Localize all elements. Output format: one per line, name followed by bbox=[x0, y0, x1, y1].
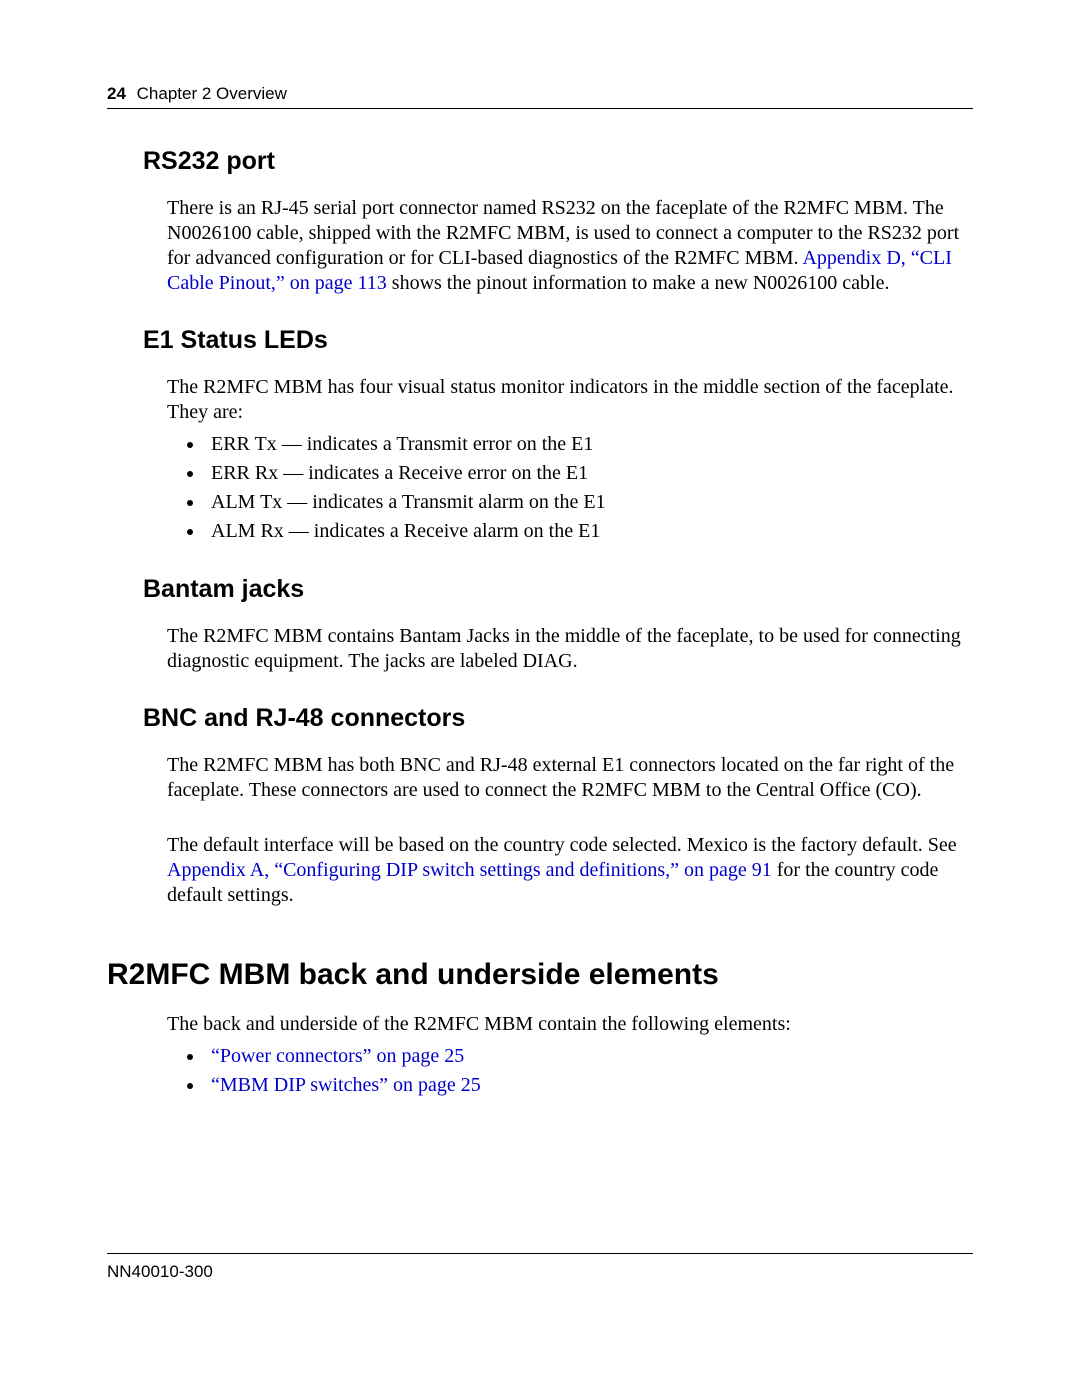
list-item: ALM Rx — indicates a Receive alarm on th… bbox=[205, 518, 973, 545]
list-item: ERR Tx — indicates a Transmit error on t… bbox=[205, 431, 973, 458]
list-item: “MBM DIP switches” on page 25 bbox=[205, 1072, 973, 1099]
chapter-label: Chapter 2 Overview bbox=[137, 84, 287, 103]
paragraph-back-intro: The back and underside of the R2MFC MBM … bbox=[167, 1012, 973, 1037]
text-rs232-b: shows the pinout information to make a n… bbox=[387, 272, 890, 294]
link-appendix-a[interactable]: Appendix A, “Configuring DIP switch sett… bbox=[167, 859, 772, 881]
page-number: 24 bbox=[107, 84, 126, 103]
page-footer: NN40010-300 bbox=[107, 1253, 973, 1282]
heading-e1-status-leds: E1 Status LEDs bbox=[143, 326, 973, 355]
running-header: 24 Chapter 2 Overview bbox=[107, 84, 287, 103]
list-back-links: “Power connectors” on page 25 “MBM DIP s… bbox=[167, 1043, 973, 1099]
heading-back-underside: R2MFC MBM back and underside elements bbox=[107, 958, 973, 992]
heading-bnc-rj48: BNC and RJ-48 connectors bbox=[143, 704, 973, 733]
heading-rs232-port: RS232 port bbox=[143, 147, 973, 176]
document-id: NN40010-300 bbox=[107, 1262, 213, 1281]
paragraph-rs232: There is an RJ-45 serial port connector … bbox=[167, 196, 973, 296]
list-item: ERR Rx — indicates a Receive error on th… bbox=[205, 460, 973, 487]
list-item: “Power connectors” on page 25 bbox=[205, 1043, 973, 1070]
link-mbm-dip-switches[interactable]: “MBM DIP switches” on page 25 bbox=[211, 1074, 481, 1096]
paragraph-bnc-1: The R2MFC MBM has both BNC and RJ-48 ext… bbox=[167, 753, 973, 803]
list-item: ALM Tx — indicates a Transmit alarm on t… bbox=[205, 489, 973, 516]
list-e1-indicators: ERR Tx — indicates a Transmit error on t… bbox=[167, 431, 973, 545]
paragraph-bantam: The R2MFC MBM contains Bantam Jacks in t… bbox=[167, 624, 973, 674]
paragraph-e1-intro: The R2MFC MBM has four visual status mon… bbox=[167, 375, 973, 425]
text-bnc-2a: The default interface will be based on t… bbox=[167, 834, 957, 856]
link-power-connectors[interactable]: “Power connectors” on page 25 bbox=[211, 1045, 464, 1067]
footer-rule: NN40010-300 bbox=[107, 1253, 973, 1282]
document-page: 24 Chapter 2 Overview RS232 port There i… bbox=[0, 0, 1080, 1397]
heading-bantam-jacks: Bantam jacks bbox=[143, 575, 973, 604]
header-rule: 24 Chapter 2 Overview bbox=[107, 84, 973, 109]
paragraph-bnc-2: The default interface will be based on t… bbox=[167, 833, 973, 908]
